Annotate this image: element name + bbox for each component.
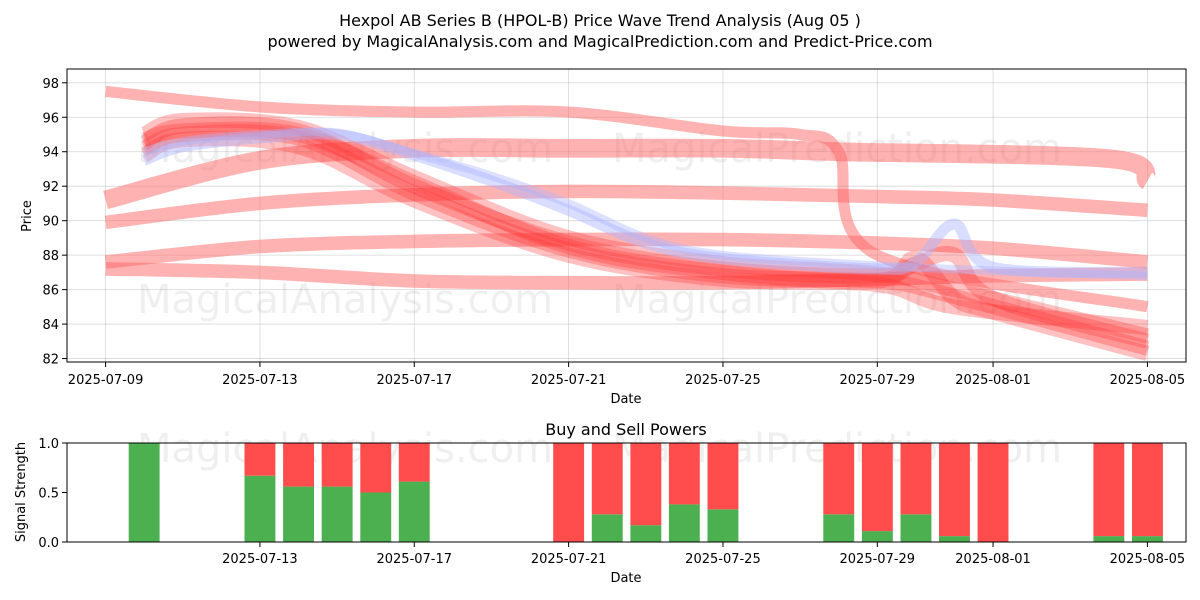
sell-power-bar-11 [823, 443, 855, 515]
price-x-tick-label-7: 2025-08-05 [1110, 373, 1186, 388]
sell-power-bar-10 [707, 443, 739, 510]
price-series-band-3 [104, 232, 1149, 269]
sell-power-bar-16 [1093, 443, 1125, 537]
sell-power-bar-13 [900, 443, 932, 515]
signal-x-tick-label-6: 2025-08-05 [1110, 552, 1186, 567]
buy-power-bar-5 [398, 481, 430, 542]
buy-power-bar-3 [321, 486, 353, 542]
buy-power-bar-4 [360, 492, 392, 542]
price-series-band-2 [104, 184, 1148, 230]
price-series-band-5 [140, 116, 1150, 349]
signal-y-axis-label: Signal Strength [14, 442, 29, 542]
buy-power-bar-9 [668, 504, 700, 542]
price-x-axis-label: Date [610, 392, 641, 407]
price-series-band-11 [142, 127, 1148, 281]
buy-power-bar-11 [823, 514, 855, 542]
price-y-ticks: 82 84 86 88 90 92 94 96 98 [42, 77, 67, 368]
buy-power-bar-16 [1093, 536, 1125, 542]
buy-power-bar-7 [591, 514, 623, 542]
price-series-band-4 [105, 262, 1148, 290]
chart-title-line2: powered by MagicalAnalysis.com and Magic… [267, 32, 932, 51]
sell-power-bar-9 [668, 443, 700, 505]
price-x-ticks: 2025-07-09 2025-07-13 2025-07-17 2025-07-21… [68, 362, 1185, 388]
sell-power-bar-8 [630, 443, 662, 526]
buy-power-bar-12 [861, 531, 893, 542]
sell-power-bar-15 [977, 443, 1009, 542]
sell-power-bar-5 [398, 443, 430, 482]
price-y-tick-label-3: 88 [42, 249, 59, 264]
price-y-tick-label-7: 96 [42, 111, 59, 126]
price-plot-frame [66, 68, 1187, 363]
signal-x-ticks: 2025-07-13 2025-07-17 2025-07-21 2025-07-25… [222, 542, 1185, 567]
price-y-tick-label-0: 82 [42, 353, 59, 368]
price-series-band-9 [141, 121, 1150, 361]
buy-power-bar-13 [900, 514, 932, 542]
price-y-axis-label: Price [20, 200, 35, 232]
signal-y-tick-label-1: 0.5 [38, 487, 59, 502]
price-y-tick-label-6: 94 [42, 146, 59, 161]
signal-x-tick-label-2: 2025-07-21 [531, 552, 607, 567]
buy-power-bar-8 [630, 525, 662, 542]
price-y-tick-label-2: 86 [42, 284, 59, 299]
buy-power-bar-14 [939, 536, 970, 542]
price-series [103, 85, 1156, 361]
sell-power-bar-3 [321, 443, 353, 487]
price-x-tick-label-3: 2025-07-21 [531, 373, 607, 388]
buy-power-bar-0 [128, 443, 160, 542]
signal-x-tick-label-1: 2025-07-17 [376, 552, 452, 567]
buy-power-bar-17 [1132, 536, 1163, 542]
sell-power-bar-1 [244, 443, 276, 476]
sell-power-bar-12 [861, 443, 893, 532]
sell-power-bar-17 [1132, 443, 1163, 537]
signal-y-tick-label-2: 1.0 [38, 437, 59, 452]
price-series-band-10 [142, 127, 1148, 279]
sell-power-bar-7 [591, 443, 623, 515]
price-series-band-1 [103, 138, 1156, 210]
price-series-band-8 [140, 130, 1149, 336]
price-x-tick-label-1: 2025-07-13 [222, 373, 298, 388]
sell-power-bar-4 [360, 443, 392, 493]
price-x-tick-label-5: 2025-07-29 [840, 373, 916, 388]
signal-x-axis-label: Date [610, 571, 641, 586]
price-y-tick-label-8: 98 [42, 77, 59, 92]
price-series-band-6 [140, 112, 1150, 344]
price-y-tick-label-1: 84 [42, 318, 59, 333]
sell-power-bar-2 [283, 443, 314, 487]
signal-x-tick-label-0: 2025-07-13 [222, 552, 298, 567]
price-y-tick-label-4: 90 [42, 215, 59, 230]
price-x-tick-label-6: 2025-08-01 [955, 373, 1031, 388]
signal-x-tick-label-5: 2025-08-01 [955, 552, 1031, 567]
price-chart: MagicalAnalysis.com MagicalPrediction.co… [20, 68, 1187, 407]
sell-power-bar-6 [553, 443, 585, 542]
price-x-tick-label-2: 2025-07-17 [376, 373, 452, 388]
signal-bars [128, 443, 1163, 542]
signal-chart-title: Buy and Sell Powers [545, 420, 707, 439]
price-x-tick-label-0: 2025-07-09 [68, 373, 144, 388]
buy-power-bar-1 [244, 475, 276, 542]
sell-power-bar-14 [939, 443, 970, 537]
signal-x-tick-label-3: 2025-07-25 [685, 552, 761, 567]
price-series-band-7 [140, 124, 1150, 356]
buy-power-bar-10 [707, 509, 739, 542]
price-x-tick-label-4: 2025-07-25 [685, 373, 761, 388]
price-series-band-0 [105, 85, 1149, 313]
price-y-tick-label-5: 92 [42, 180, 59, 195]
signal-y-ticks: 0.0 0.5 1.0 [38, 437, 67, 551]
signal-y-tick-label-0: 0.0 [38, 536, 59, 551]
signal-x-tick-label-4: 2025-07-29 [840, 552, 916, 567]
signal-chart: Buy and Sell Powers MagicalAnalysis.com … [14, 420, 1187, 586]
chart-title-line1: Hexpol AB Series B (HPOL-B) Price Wave T… [339, 11, 861, 30]
buy-power-bar-2 [283, 486, 314, 542]
